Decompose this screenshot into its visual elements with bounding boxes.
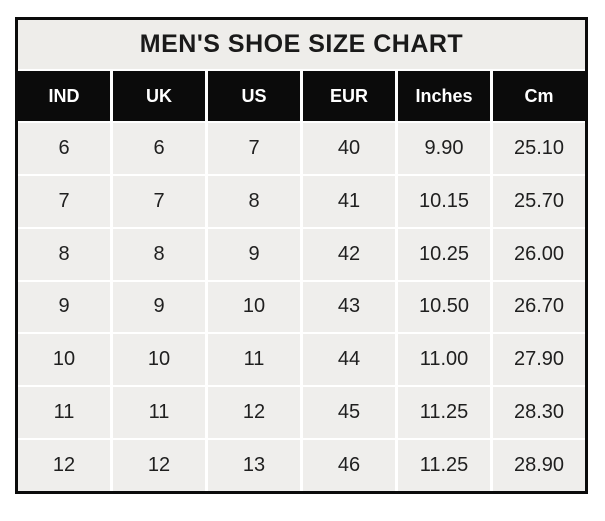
column-header-uk: UK xyxy=(113,71,205,121)
table-cell: 7 xyxy=(18,175,110,227)
shoe-size-chart: MEN'S SHOE SIZE CHART IND UK US EUR Inches Cm… xyxy=(15,17,588,494)
table-cell: 12 xyxy=(18,440,110,491)
table-cell: 25.10 xyxy=(493,123,585,174)
size-table: IND UK US EUR Inches Cm 6 6 7 40 9.90 25.10 7 7 8 41 10.… xyxy=(18,71,585,491)
table-cell: 8 xyxy=(18,228,110,280)
table-cell: 11 xyxy=(208,334,300,386)
column-header-us: US xyxy=(208,71,300,121)
table-cell: 28.30 xyxy=(493,387,585,439)
table-cell: 12 xyxy=(208,387,300,439)
table-cell: 43 xyxy=(303,281,395,333)
table-cell: 42 xyxy=(303,228,395,280)
table-cell: 45 xyxy=(303,387,395,439)
table-cell: 46 xyxy=(303,440,395,491)
column-header-eur: EUR xyxy=(303,71,395,121)
table-cell: 11 xyxy=(18,387,110,439)
table-cell: 12 xyxy=(113,440,205,491)
chart-title-band: MEN'S SHOE SIZE CHART xyxy=(18,20,585,69)
table-cell: 9 xyxy=(113,281,205,333)
table-cell: 11.25 xyxy=(398,387,490,439)
column-header-cm: Cm xyxy=(493,71,585,121)
table-cell: 41 xyxy=(303,175,395,227)
table-cell: 28.90 xyxy=(493,440,585,491)
table-cell: 10 xyxy=(113,334,205,386)
table-cell: 11.25 xyxy=(398,440,490,491)
table-cell: 26.70 xyxy=(493,281,585,333)
table-cell: 44 xyxy=(303,334,395,386)
table-cell: 8 xyxy=(208,175,300,227)
table-cell: 8 xyxy=(113,228,205,280)
table-cell: 10.15 xyxy=(398,175,490,227)
table-cell: 7 xyxy=(113,175,205,227)
table-cell: 7 xyxy=(208,123,300,174)
table-cell: 10 xyxy=(18,334,110,386)
table-cell: 11.00 xyxy=(398,334,490,386)
column-header-ind: IND xyxy=(18,71,110,121)
table-cell: 11 xyxy=(113,387,205,439)
table-cell: 9 xyxy=(208,228,300,280)
table-cell: 27.90 xyxy=(493,334,585,386)
table-cell: 10 xyxy=(208,281,300,333)
table-cell: 9 xyxy=(18,281,110,333)
table-cell: 10.50 xyxy=(398,281,490,333)
table-cell: 13 xyxy=(208,440,300,491)
chart-title: MEN'S SHOE SIZE CHART xyxy=(139,30,464,58)
table-cell: 6 xyxy=(18,123,110,174)
table-cell: 26.00 xyxy=(493,228,585,280)
table-cell: 25.70 xyxy=(493,175,585,227)
table-cell: 6 xyxy=(113,123,205,174)
table-cell: 10.25 xyxy=(398,228,490,280)
column-header-inches: Inches xyxy=(398,71,490,121)
table-cell: 9.90 xyxy=(398,123,490,174)
table-cell: 40 xyxy=(303,123,395,174)
